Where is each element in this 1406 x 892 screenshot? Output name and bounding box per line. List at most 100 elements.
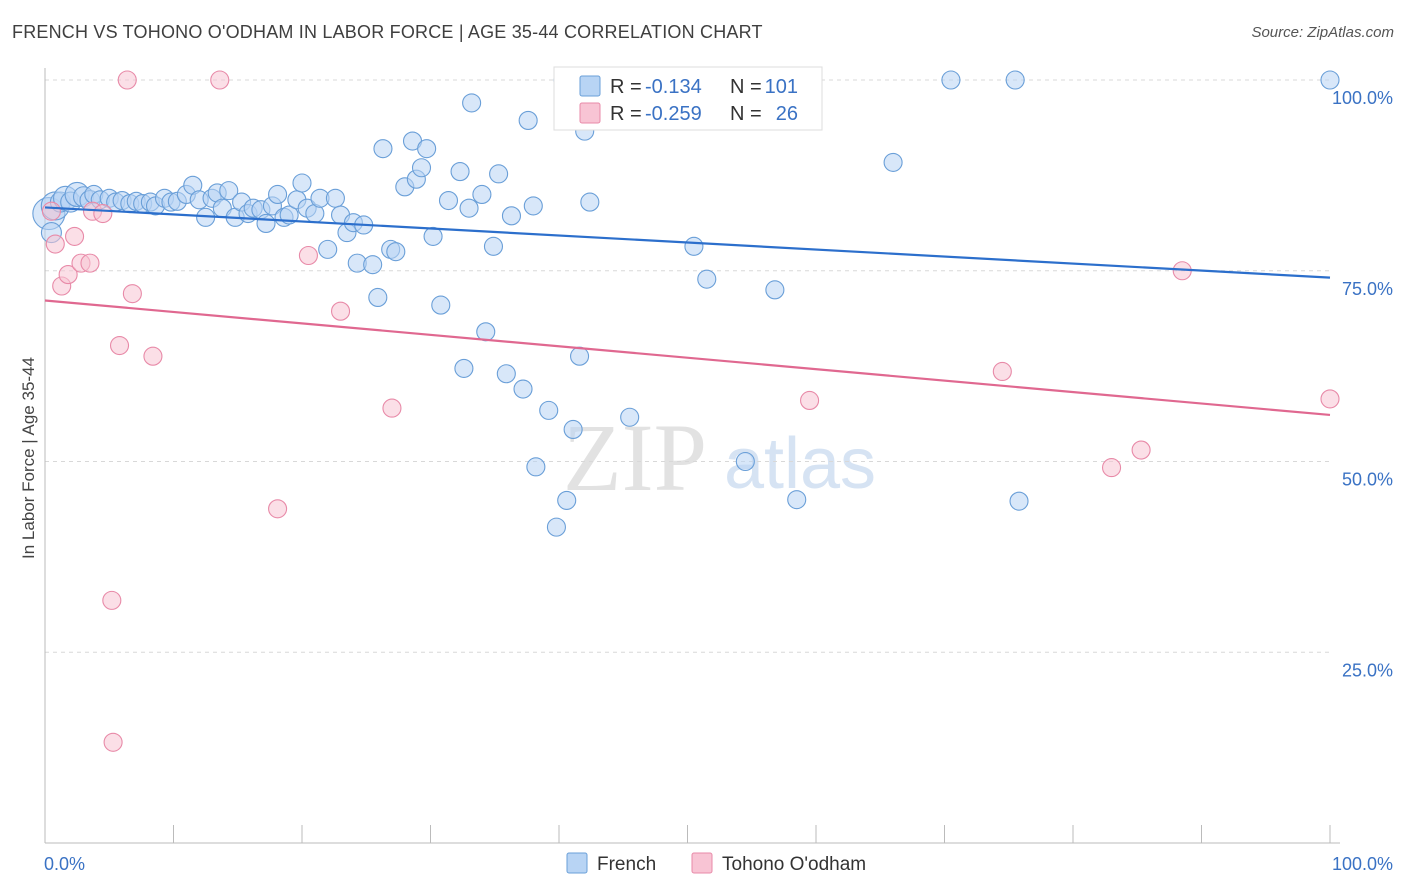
tohono-point-20 <box>800 390 820 411</box>
tohono-point-13 <box>122 284 142 304</box>
y-tick-labels: 25.0% 50.0% 75.0% 100.0% <box>1332 88 1393 680</box>
french-point-86 <box>580 192 600 212</box>
legend-r-label-tohono: R = <box>610 103 642 125</box>
tohono-point-10 <box>103 732 123 752</box>
y-tick-label-100: 100.0% <box>1332 88 1393 108</box>
french-point-90 <box>684 236 704 256</box>
trend-lines <box>44 206 1331 417</box>
tohono-points <box>41 70 1340 752</box>
legend-n-value-tohono: 26 <box>776 103 798 125</box>
french-point-64 <box>438 191 459 211</box>
french-point-91 <box>697 269 717 289</box>
french-point-87 <box>620 407 640 427</box>
legend-n-value-french: 101 <box>765 76 798 98</box>
french-point-84 <box>570 346 590 366</box>
tohono-point-12 <box>117 70 137 90</box>
legend-r-value-french: -0.134 <box>645 76 702 98</box>
french-point-100 <box>1320 70 1340 90</box>
y-tick-label-25: 25.0% <box>1342 660 1393 680</box>
y-axis-title: In Labor Force | Age 35-44 <box>19 357 38 559</box>
series-legend-swatch-french <box>566 852 588 874</box>
watermark: ZIP atlas <box>563 404 876 511</box>
series-legend: French Tohono O'odham <box>566 852 866 875</box>
series-legend-label-french: French <box>597 854 656 875</box>
french-point-76 <box>518 110 538 130</box>
french-point-29 <box>219 181 239 201</box>
french-point-79 <box>539 400 559 420</box>
french-point-99 <box>1009 491 1029 511</box>
french-point-71 <box>483 236 504 256</box>
french-point-80 <box>546 517 566 537</box>
tohono-point-8 <box>93 203 113 224</box>
french-point-35 <box>256 213 276 233</box>
french-point-68 <box>462 93 482 113</box>
tohono-point-15 <box>210 70 230 90</box>
french-point-66 <box>454 358 474 378</box>
french-point-61 <box>417 139 437 159</box>
tohono-point-22 <box>1102 458 1122 478</box>
french-point-41 <box>292 173 312 193</box>
grid-lines <box>45 79 1330 653</box>
tohono-point-18 <box>330 301 351 321</box>
french-point-96 <box>883 152 903 172</box>
french-point-95 <box>787 490 807 510</box>
french-point-65 <box>450 162 470 182</box>
tohono-point-14 <box>143 346 163 366</box>
french-point-75 <box>513 379 533 399</box>
legend-n-label-french: N = <box>730 76 762 98</box>
legend-swatch-tohono <box>579 102 601 124</box>
legend-swatch-french <box>579 75 601 97</box>
french-point-73 <box>496 364 516 384</box>
french-point-54 <box>373 139 393 159</box>
french-point-77 <box>523 196 543 216</box>
tohono-trend-line <box>44 299 1331 417</box>
french-point-63 <box>431 295 451 315</box>
french-point-69 <box>472 184 492 204</box>
y-tick-label-50: 50.0% <box>1342 470 1393 490</box>
legend-r-value-tohono: -0.259 <box>645 103 702 125</box>
french-point-62 <box>423 226 443 246</box>
tohono-point-1 <box>45 234 65 254</box>
french-trend-line <box>44 206 1331 279</box>
tohono-point-17 <box>298 245 318 266</box>
series-legend-label-tohono: Tohono O'odham <box>722 854 866 875</box>
x-tick-label-min: 0.0% <box>44 854 85 874</box>
tohono-point-21 <box>992 361 1012 382</box>
tohono-point-23 <box>1131 440 1151 460</box>
series-legend-swatch-tohono <box>691 852 713 874</box>
tohono-point-16 <box>268 499 288 519</box>
tohono-point-25 <box>1320 389 1340 409</box>
french-point-97 <box>941 70 961 90</box>
tohono-point-6 <box>80 253 100 273</box>
french-point-72 <box>489 164 509 184</box>
x-tick-labels: 0.0% 100.0% <box>44 854 1393 874</box>
french-point-94 <box>765 280 785 300</box>
tohono-point-11 <box>109 335 130 356</box>
french-point-78 <box>526 457 546 477</box>
legend-n-label-tohono: N = <box>730 103 762 125</box>
tohono-point-4 <box>65 226 85 246</box>
french-point-60 <box>411 158 432 178</box>
french-point-45 <box>318 239 338 259</box>
tohono-point-3 <box>58 265 78 285</box>
french-point-92 <box>735 451 755 472</box>
french-point-52 <box>363 255 383 275</box>
tohono-point-19 <box>382 398 402 418</box>
french-point-83 <box>563 419 583 440</box>
tohono-point-9 <box>102 590 122 610</box>
french-point-74 <box>501 206 522 226</box>
french-point-98 <box>1005 70 1025 90</box>
x-tick-label-max: 100.0% <box>1332 854 1393 874</box>
legend-r-label-french: R = <box>610 76 642 98</box>
chart-source: Source: ZipAtlas.com <box>1251 24 1394 41</box>
french-point-70 <box>476 322 496 342</box>
chart-title: FRENCH VS TOHONO O'ODHAM IN LABOR FORCE … <box>12 22 763 42</box>
french-point-67 <box>459 198 479 218</box>
french-point-37 <box>268 184 288 204</box>
stats-legend: R = -0.134 N = 101 R = -0.259 N = 26 <box>553 66 823 131</box>
french-point-82 <box>557 490 577 510</box>
french-point-46 <box>325 188 345 208</box>
french-point-56 <box>386 242 406 262</box>
y-tick-label-75: 75.0% <box>1342 279 1393 299</box>
